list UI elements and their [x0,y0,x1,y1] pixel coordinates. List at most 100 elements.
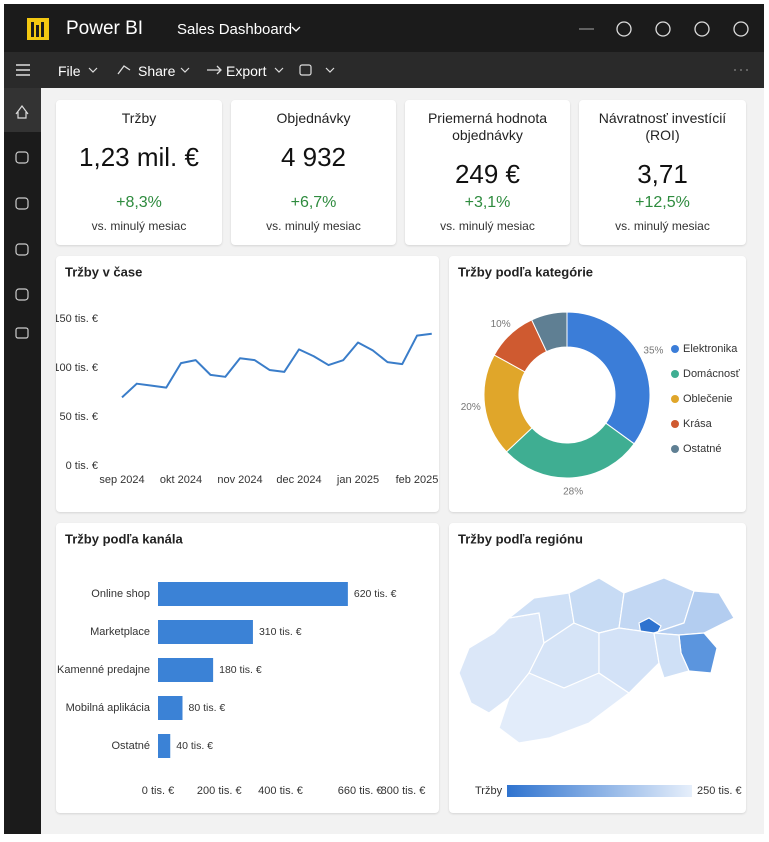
icon[interactable] [694,21,710,37]
export-icon [207,65,222,75]
chevron [274,67,284,73]
legend-swatch [671,370,679,378]
x-tick-label: 660 tis. € [338,785,383,797]
kpi-value: 1,23 mil. € [79,142,199,172]
data-label: 28% [563,486,583,497]
legend-label: Domácnosť [683,368,741,380]
chevron[interactable] [290,24,302,34]
y-tick-label: Ostatné [111,740,150,752]
y-tick-label: 100 tis. € [56,362,98,374]
kpi-card: Tržby 1,23 mil. € +8,3% vs. minulý mesiac [56,100,222,245]
data-label: 20% [461,402,481,413]
donut-slice [530,311,568,353]
line [121,332,432,399]
x-tick-label: dec 2024 [276,474,321,486]
donut-chart: Tržby podľa kategórie 35% 28% 20% 10% Elektro… [458,264,741,497]
top-bar: Power BI Sales Dashboard [4,4,764,52]
kpi-note: vs. minulý mesiac [266,219,361,233]
icon[interactable] [616,21,632,37]
nav-item[interactable] [15,243,29,256]
kpi-value: 4 932 [280,142,347,172]
bar [158,696,183,720]
header-icons [579,21,749,37]
data-label: 80 tis. € [189,702,226,714]
data-label: 40 tis. € [176,740,213,752]
line-chart: Tržby v čase 0 tis. € 50 tis. € 100 tis. € 1… [53,264,439,486]
nav-item[interactable] [15,197,29,210]
kpi-change: +3,1% [464,194,511,211]
kpi-change: +6,7% [290,194,337,211]
kpi-note: vs. minulý mesiac [615,219,710,233]
nav-item[interactable] [15,327,29,339]
kpi-card: Priemerná hodnota objednávky 249 € +3,1% vs… [405,100,570,245]
view-icon[interactable] [298,62,346,78]
legend-swatch [671,395,679,403]
menu-file[interactable]: File [58,63,81,79]
legend-swatch [671,445,679,453]
x-tick-label: okt 2024 [160,474,202,486]
y-tick-label: 0 tis. € [66,460,98,472]
data-label: 310 tis. € [259,626,302,638]
nav-home[interactable] [15,105,29,119]
menu-icon[interactable] [14,62,32,78]
bar [158,734,171,758]
menu-share[interactable]: Share [138,63,176,79]
icon[interactable] [733,21,749,37]
data-label: 10% [491,319,511,330]
kpi-title: Priemerná hodnota objednávky [427,110,548,143]
kpi-note: vs. minulý mesiac [440,219,535,233]
x-tick-label: 0 tis. € [142,785,174,797]
sidebar [4,88,41,834]
kpi-card: Objednávky 4 932 +6,7% vs. minulý mesiac [231,100,396,245]
x-tick-label: jan 2025 [336,474,379,486]
menu-export[interactable]: Export [226,63,267,79]
logo [27,18,49,40]
donut-slice [505,422,635,479]
nav-item[interactable] [15,151,29,164]
y-tick-label: Kamenné predajne [57,664,150,676]
x-tick-label: 400 tis. € [258,785,303,797]
y-tick-label: Online shop [91,588,150,600]
x-tick-label: nov 2024 [217,474,262,486]
legend-title: Tržby [475,785,503,797]
x-tick-label: feb 2025 [396,474,439,486]
legend-label: Oblečenie [683,393,733,405]
kpi-title: Tržby [121,110,157,126]
chart-title: Tržby podľa kategórie [458,264,593,279]
data-label: 180 tis. € [219,664,262,676]
chart-title: Tržby podľa regiónu [458,531,583,546]
card: Tržby podľa kanála 0 tis. € 200 tis. € 400 … [56,523,439,813]
chart-title: Tržby podľa kanála [65,531,183,546]
color-scale [507,785,692,797]
data-label: 35% [643,346,663,357]
report-name[interactable]: Sales Dashboard [177,21,293,38]
x-tick-label: 200 tis. € [197,785,242,797]
bar [158,620,253,644]
kpi-title: Návratnosť investícií (ROI) [598,110,727,143]
legend-swatch [671,420,679,428]
bar [158,658,214,682]
share-icon [117,65,131,75]
nav-item[interactable] [15,288,29,301]
y-tick-label: 150 tis. € [56,313,98,325]
data-label: 620 tis. € [354,588,397,600]
kpi-value: 3,71 [637,159,688,189]
map [458,577,735,744]
toolbar: File Share Export [4,52,764,88]
icon[interactable] [655,21,671,37]
legend-label: Elektronika [683,343,738,355]
card: Tržby podľa regiónu Tržby 250 tis. € [449,523,746,813]
legend-label: Ostatné [683,443,722,455]
card: Tržby podľa kategórie 35% 28% 20% 10% Elektro… [449,256,746,512]
legend-max: 250 tis. € [697,785,742,797]
chart-title: Tržby v čase [65,264,142,279]
chevron [180,67,190,73]
kpi-value: 249 € [454,159,521,189]
more-icon[interactable] [732,66,750,74]
legend-label: Krása [683,418,713,430]
bar [158,582,348,606]
x-tick-label: 800 tis. € [381,785,426,797]
x-tick-label: sep 2024 [99,474,144,486]
kpi-card: Návratnosť investícií (ROI) 3,71 +12,5% vs.… [579,100,746,245]
